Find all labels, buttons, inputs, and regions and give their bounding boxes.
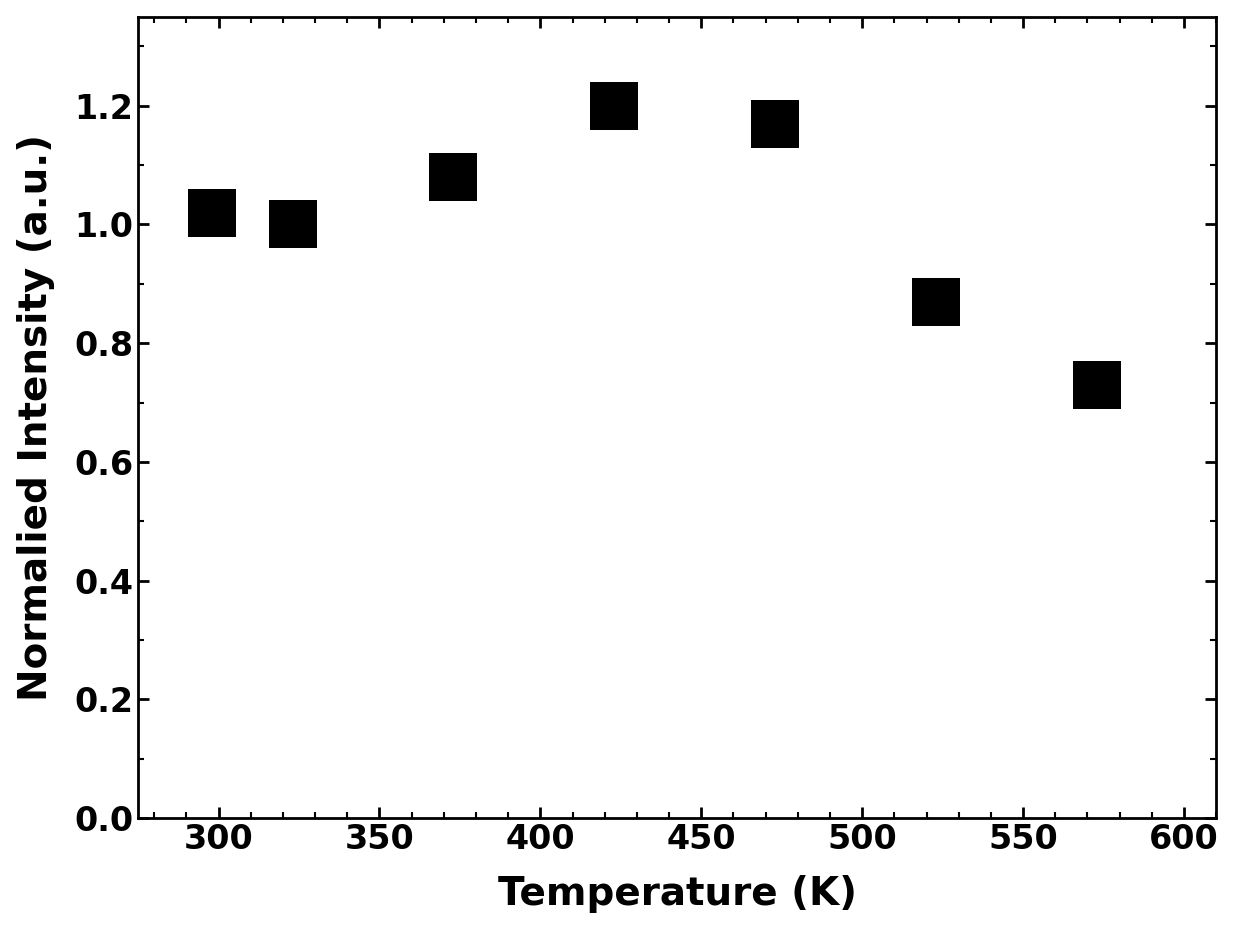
X-axis label: Temperature (K): Temperature (K) xyxy=(498,875,856,913)
Point xyxy=(282,217,302,232)
Point xyxy=(766,116,786,131)
Point xyxy=(927,294,947,309)
Y-axis label: Normalied Intensity (a.u.): Normalied Intensity (a.u.) xyxy=(16,134,55,701)
Point xyxy=(605,99,624,113)
Point xyxy=(444,169,463,184)
Point xyxy=(202,206,222,220)
Point xyxy=(1087,378,1106,392)
